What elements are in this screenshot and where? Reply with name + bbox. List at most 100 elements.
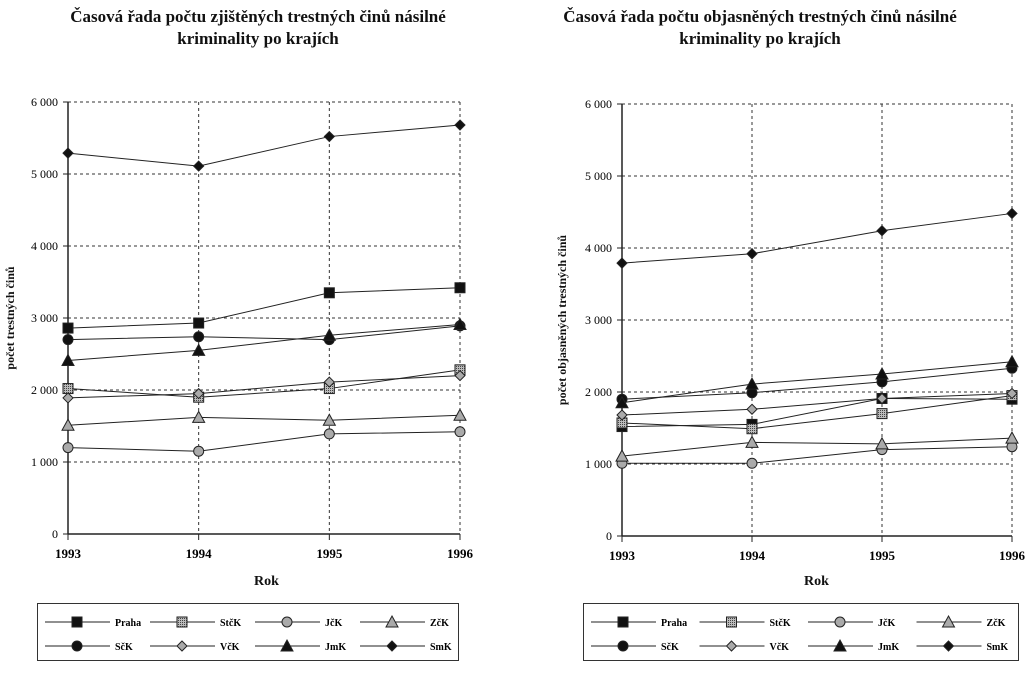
data-point (745, 435, 759, 448)
legend-marker (617, 640, 629, 652)
legend-item: StčK (699, 616, 791, 629)
legend-label: JčK (325, 618, 342, 629)
chart-right: 0 1 000 2 000 3 000 4 000 5 000 6 000 1993 1994 1… (585, 97, 1026, 653)
legend-marker (281, 616, 293, 628)
legend-marker (726, 616, 737, 628)
legend-item: SčK (45, 640, 133, 653)
y-tick-label: 0 (52, 527, 58, 541)
legend-marker (834, 616, 846, 628)
legend-item: ZčK (360, 614, 449, 629)
series-line (67, 325, 461, 341)
data-point (322, 328, 337, 341)
series-SmK (62, 119, 466, 172)
series-JčK (62, 426, 466, 457)
data-point (615, 449, 629, 462)
data-point (62, 442, 74, 454)
y-tick-label: 3 000 (585, 313, 612, 327)
legend-item: Praha (45, 616, 141, 629)
data-point (193, 331, 205, 343)
legend-label: SčK (115, 642, 133, 653)
legend-label: SmK (430, 642, 452, 653)
legend-label: VčK (220, 642, 240, 653)
x-tick-label: 1993 (609, 548, 636, 563)
x-tick-label: 1996 (999, 548, 1026, 563)
data-point (745, 377, 759, 390)
data-point (876, 392, 888, 405)
series-line (67, 431, 461, 452)
chart-left: 0 1 000 2 000 3 000 4 000 5 000 6 000 1993 1994 1… (31, 95, 474, 653)
legend-label: StčK (770, 618, 791, 629)
series-line (621, 367, 1013, 400)
data-point (454, 369, 466, 382)
data-point (62, 334, 74, 346)
data-point (192, 160, 205, 172)
x-tick-label: 1993 (55, 546, 82, 561)
series-SmK (616, 207, 1018, 269)
data-point (62, 322, 74, 334)
series-JmK (615, 354, 1019, 409)
data-point (61, 418, 75, 431)
legend-item: JčK (255, 616, 342, 629)
legend-marker (385, 614, 399, 628)
series-line (67, 287, 461, 329)
legend-marker (725, 640, 738, 652)
legend-marker (617, 616, 629, 628)
y-tick-label: 1 000 (585, 457, 612, 471)
data-point (323, 376, 336, 388)
series-SčK (62, 320, 466, 346)
data-point (746, 248, 758, 260)
data-point (1005, 354, 1019, 368)
y-tick-label: 4 000 (31, 239, 58, 253)
legend-item: SčK (591, 640, 679, 653)
data-point (453, 408, 467, 421)
data-point (62, 147, 74, 159)
y-tick-label: 5 000 (31, 167, 58, 181)
chart-title-right: Časová řada počtu objasněných trestných … (563, 7, 957, 48)
legend-marker (386, 640, 398, 652)
data-point (1006, 207, 1018, 220)
legend-item: JmK (808, 638, 899, 653)
chart-title-left: Časová řada počtu zjištěných trestných č… (70, 7, 446, 48)
data-point (746, 403, 758, 415)
data-point (191, 343, 206, 356)
data-point (454, 282, 466, 294)
data-point (876, 225, 888, 237)
legend-label: ZčK (987, 618, 1006, 629)
legend-item: SmK (360, 640, 452, 653)
legend-marker (71, 616, 83, 628)
legend-marker (942, 640, 955, 652)
data-point (875, 436, 889, 450)
data-point (1005, 431, 1019, 444)
legend-marker (833, 638, 847, 652)
legend-label: ZčK (430, 618, 449, 629)
legend-item: JčK (808, 616, 895, 629)
legend-marker (280, 638, 294, 652)
legend-marker (941, 614, 956, 628)
legend-label: StčK (220, 618, 241, 629)
y-tick-label: 6 000 (31, 95, 58, 109)
series-ZčK (61, 408, 467, 431)
data-point (875, 366, 889, 380)
legend-label: Praha (661, 618, 687, 629)
data-point (616, 409, 628, 421)
series-line (67, 375, 461, 399)
x-axis-label-right: Rok (804, 574, 829, 589)
legend-label: SmK (987, 642, 1009, 653)
data-point (453, 317, 467, 330)
series-line (67, 323, 461, 361)
y-tick-label: 5 000 (585, 169, 612, 183)
data-point (615, 395, 629, 409)
series-VčK (616, 387, 1018, 421)
legend-label: JčK (878, 618, 895, 629)
series-ZčK (615, 431, 1019, 462)
data-point (1006, 387, 1018, 400)
series-line (621, 212, 1013, 264)
legend-marker (176, 640, 188, 652)
legend-item: SmK (916, 640, 1009, 653)
series-line (622, 446, 1013, 464)
x-tick-label: 1994 (186, 546, 213, 561)
data-point (322, 413, 337, 426)
series-SčK (616, 362, 1018, 405)
x-axis-label-left: Rok (254, 574, 279, 589)
